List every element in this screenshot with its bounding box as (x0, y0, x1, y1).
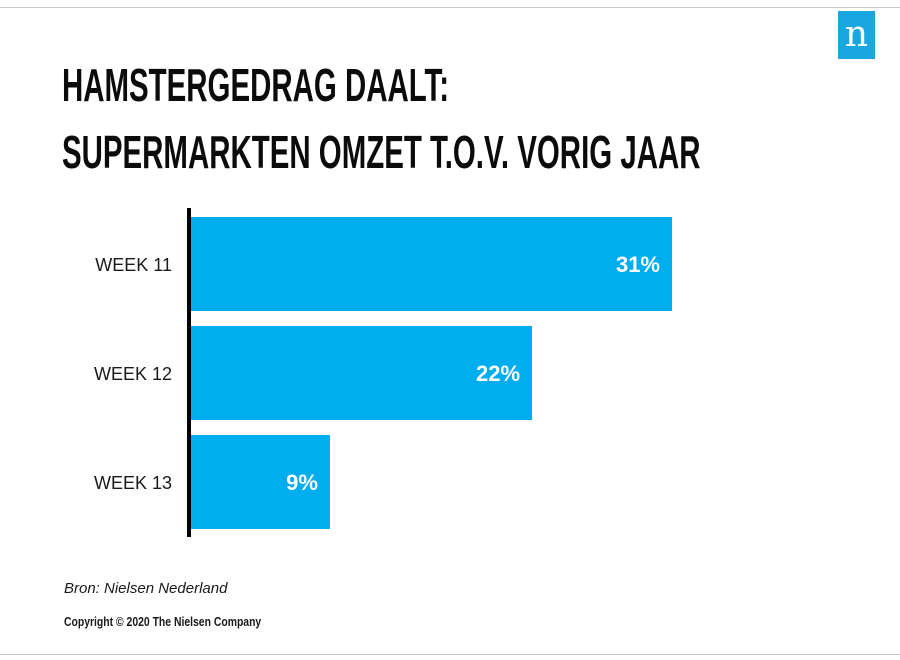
category-label: WEEK 13 (94, 473, 172, 493)
bar-week-13 (190, 435, 330, 529)
bar-week-11 (190, 217, 672, 311)
bar-week-12 (190, 326, 533, 420)
copyright-note: Copyright © 2020 The Nielsen Company (64, 614, 262, 629)
value-label: 9% (286, 470, 318, 495)
chart-title-line-1: HAMSTERGEDRAG DAALT: (62, 59, 450, 111)
category-label: WEEK 11 (95, 255, 172, 275)
value-label: 22% (476, 361, 520, 386)
value-label: 31% (616, 252, 660, 277)
bottom-divider (0, 654, 900, 655)
chart-title-line-2: SUPERMARKTEN OMZET T.O.V. VORIG JAAR (62, 126, 701, 178)
source-note: Bron: Nielsen Nederland (64, 580, 228, 597)
nielsen-logo: n (838, 11, 875, 59)
top-divider (0, 7, 900, 8)
category-label: WEEK 12 (94, 364, 172, 384)
nielsen-logo-glyph: n (844, 14, 869, 55)
